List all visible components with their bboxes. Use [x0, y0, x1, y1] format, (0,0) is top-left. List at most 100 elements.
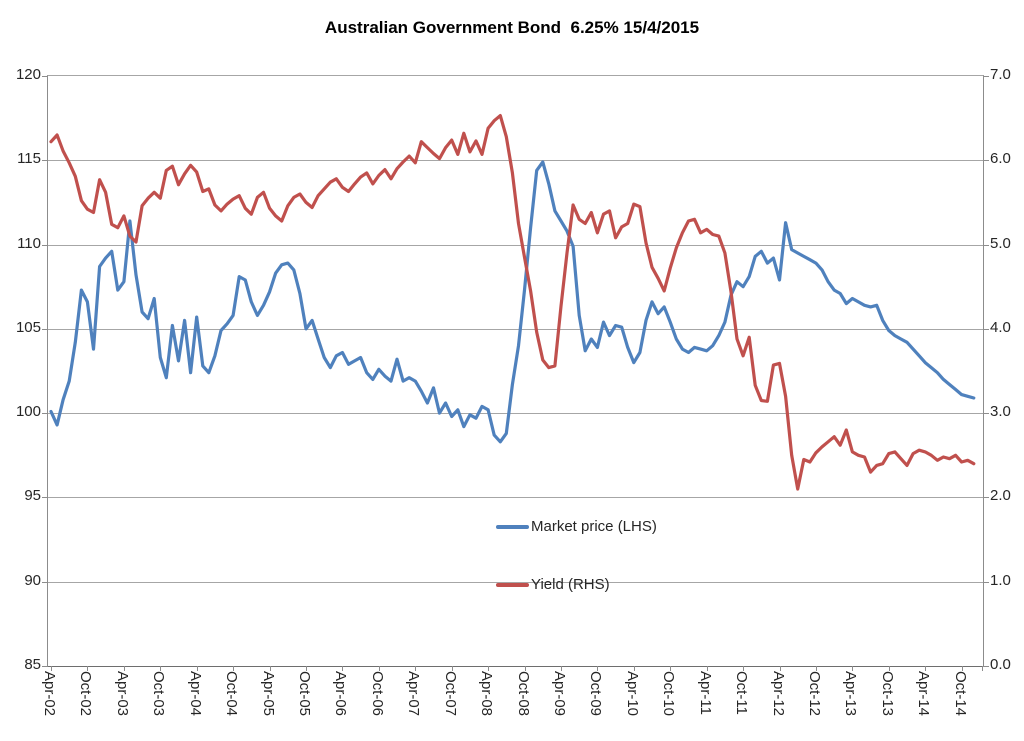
- market-price-legend-label: Market price (LHS): [531, 518, 657, 535]
- gridline: [48, 413, 983, 414]
- x-axis-tick: [561, 666, 562, 671]
- x-axis-tick: [51, 666, 52, 671]
- x-axis-tick: [415, 666, 416, 671]
- x-axis-tick-label: Apr-08: [478, 671, 496, 717]
- x-axis-tick-label: Apr-05: [259, 671, 277, 717]
- series-lines: [49, 113, 976, 491]
- x-axis-tick-label: Oct-04: [223, 671, 241, 717]
- x-axis-tick: [743, 666, 744, 671]
- left-axis-tick: [42, 160, 48, 161]
- x-axis-tick: [816, 666, 817, 671]
- x-axis-tick: [634, 666, 635, 671]
- x-axis-tick: [342, 666, 343, 671]
- x-axis-tick: [707, 666, 708, 671]
- series-line-yield: [49, 113, 976, 491]
- x-axis-tick: [525, 666, 526, 671]
- x-axis-tick-label: Apr-12: [769, 671, 787, 717]
- x-axis-tick-label: Oct-14: [951, 671, 969, 717]
- left-axis-tick-label: 85: [24, 656, 41, 673]
- right-axis-tick-label: 0.0: [990, 656, 1011, 673]
- x-axis-tick-label: Oct-02: [77, 671, 95, 717]
- x-axis-tick-label: Apr-14: [915, 671, 933, 717]
- left-axis-tick: [42, 76, 48, 77]
- x-axis-tick-label: Oct-12: [805, 671, 823, 717]
- left-axis-tick: [42, 329, 48, 330]
- x-axis-tick: [670, 666, 671, 671]
- yield-legend-label: Yield (RHS): [531, 576, 610, 593]
- right-axis-tick: [983, 160, 989, 161]
- x-axis-tick-label: Oct-11: [733, 671, 751, 715]
- left-axis-tick-label: 100: [15, 403, 41, 420]
- plot-area: Market price (LHS) Yield (RHS): [42, 75, 989, 671]
- x-axis-tick: [889, 666, 890, 671]
- left-axis-tick-label: 110: [17, 235, 41, 252]
- x-axis-tick: [270, 666, 271, 671]
- x-axis-tick-label: Apr-03: [113, 671, 131, 717]
- x-axis-tick: [962, 666, 963, 671]
- right-axis-tick: [983, 329, 989, 330]
- x-axis-tick: [306, 666, 307, 671]
- left-axis-tick-label: 90: [24, 572, 41, 589]
- x-axis-tick-label: Oct-10: [660, 671, 678, 717]
- right-axis-tick-label: 5.0: [990, 235, 1011, 252]
- x-axis-tick-label: Apr-07: [405, 671, 423, 717]
- left-axis-tick: [42, 497, 48, 498]
- gridline: [48, 329, 983, 330]
- left-axis-tick-label: 115: [17, 150, 41, 167]
- legend-item-market-price: Market price (LHS): [496, 518, 657, 535]
- x-axis-tick: [197, 666, 198, 671]
- x-axis-tick-label: Oct-08: [514, 671, 532, 717]
- right-axis-tick-label: 1.0: [990, 572, 1011, 589]
- right-axis-tick: [983, 413, 989, 414]
- series-line-market-price: [49, 160, 976, 444]
- x-axis-tick-label: Oct-05: [295, 671, 313, 717]
- market-price-legend-swatch: [496, 524, 529, 529]
- left-axis-tick-label: 95: [24, 487, 41, 504]
- x-axis-tick: [452, 666, 453, 671]
- right-axis-tick: [983, 497, 989, 498]
- x-axis-tick: [597, 666, 598, 671]
- right-axis-tick-label: 3.0: [990, 403, 1011, 420]
- left-axis-tick-label: 120: [15, 66, 41, 83]
- x-axis-tick: [379, 666, 380, 671]
- right-axis-tick: [983, 245, 989, 246]
- legend-item-yield: Yield (RHS): [496, 576, 610, 593]
- x-axis-tick-label: Oct-06: [368, 671, 386, 717]
- x-axis-tick-label: Apr-06: [332, 671, 350, 717]
- gridline: [48, 245, 983, 246]
- x-axis-tick: [925, 666, 926, 671]
- x-axis-tick-label: Apr-09: [550, 671, 568, 717]
- x-axis-tick: [124, 666, 125, 671]
- gridline: [48, 497, 983, 498]
- x-axis-tick-label: Oct-13: [878, 671, 896, 717]
- right-axis-tick-label: 2.0: [990, 487, 1011, 504]
- right-axis-tick: [983, 582, 989, 583]
- x-axis-tick: [160, 666, 161, 671]
- right-axis-tick-label: 6.0: [990, 150, 1011, 167]
- x-axis-tick-label: Apr-02: [41, 671, 58, 717]
- x-axis-tick-label: Oct-07: [441, 671, 459, 717]
- right-axis-tick-label: 7.0: [990, 66, 1011, 83]
- left-axis-tick-label: 105: [15, 319, 41, 336]
- yield-legend-swatch: [496, 582, 529, 587]
- x-axis-tick: [87, 666, 88, 671]
- x-axis-tick: [233, 666, 234, 671]
- x-axis-tick-label: Apr-13: [842, 671, 860, 717]
- x-axis-tick: [488, 666, 489, 671]
- x-axis-tick-label: Apr-10: [623, 671, 641, 717]
- left-axis-tick: [42, 666, 48, 667]
- left-axis-tick: [42, 582, 48, 583]
- left-axis-tick: [42, 413, 48, 414]
- x-axis-tick-label: Oct-03: [150, 671, 168, 717]
- chart-title: Australian Government Bond 6.25% 15/4/20…: [324, 18, 700, 37]
- x-axis-tick: [982, 666, 983, 671]
- x-axis-tick-label: Oct-09: [587, 671, 605, 717]
- x-axis-tick-label: Apr-04: [186, 671, 204, 717]
- right-axis-tick: [983, 76, 989, 77]
- gridline: [48, 160, 983, 161]
- left-axis-tick: [42, 245, 48, 246]
- right-axis-tick: [983, 666, 989, 667]
- x-axis-tick-label: Apr-11: [696, 671, 714, 715]
- right-axis-tick-label: 4.0: [990, 319, 1011, 336]
